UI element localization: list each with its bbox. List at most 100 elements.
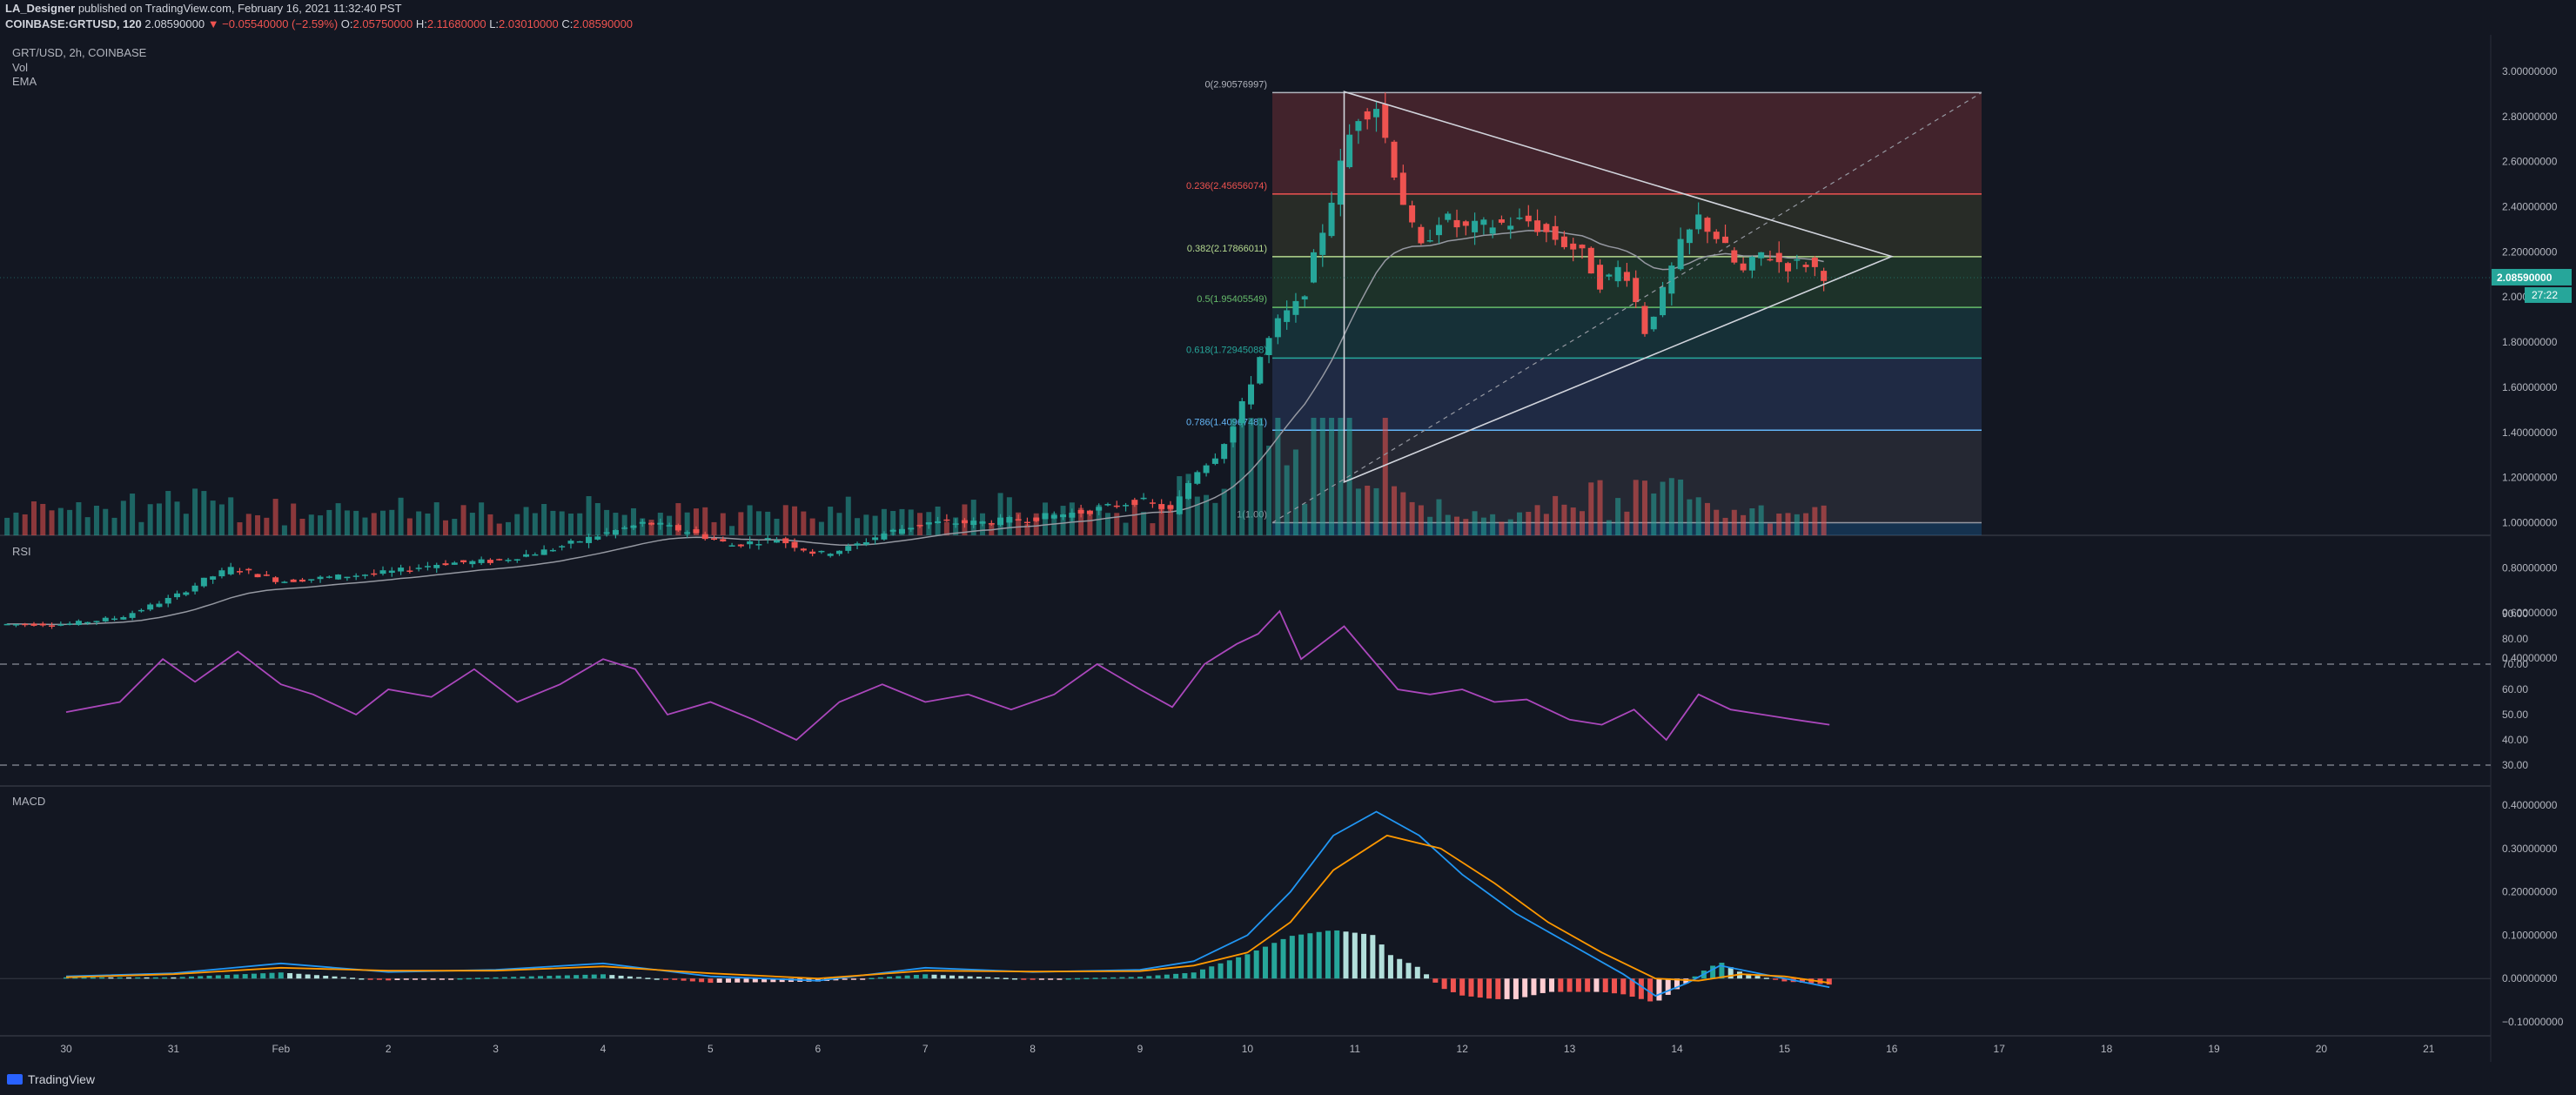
macd-histogram-bar	[117, 977, 123, 979]
rsi-tick-label: 40.00	[2502, 734, 2528, 746]
macd-histogram-bar	[1602, 978, 1608, 993]
macd-histogram-bar	[1253, 950, 1259, 979]
candle-body	[1426, 240, 1433, 242]
volume-bar	[989, 522, 995, 535]
volume-bar	[245, 514, 252, 535]
macd-histogram-bar	[1173, 973, 1179, 979]
candle-body	[1104, 504, 1111, 506]
volume-bar	[1141, 512, 1147, 535]
volume-bar	[1624, 511, 1630, 535]
time-tick-label: 7	[922, 1043, 929, 1055]
macd-histogram-bar	[332, 976, 338, 979]
macd-histogram-bar	[609, 975, 615, 979]
price-badge	[2492, 268, 2572, 286]
fib-level-label: 0.382(2.17866011)	[1187, 244, 1267, 254]
macd-histogram-bar	[1048, 978, 1054, 980]
macd-histogram-bar	[1781, 978, 1788, 982]
macd-tick-label: −0.10000000	[2502, 1016, 2564, 1028]
candle-body	[227, 567, 234, 574]
volume-bar	[1499, 521, 1505, 535]
candle-body	[1301, 296, 1308, 300]
macd-histogram-bar	[1226, 960, 1232, 979]
macd-histogram-bar	[520, 976, 526, 979]
volume-bar	[532, 513, 538, 535]
macd-histogram-bar	[761, 978, 768, 983]
volume-bar	[1633, 480, 1639, 535]
macd-histogram-bar	[90, 977, 96, 979]
open-value: 2.05750000	[352, 17, 413, 30]
author-name[interactable]: LA_Designer	[5, 2, 76, 15]
fib-level-label: 0.5(1.95405549)	[1197, 294, 1267, 305]
macd-histogram-bar	[413, 978, 419, 980]
macd-histogram-bar	[1468, 978, 1474, 997]
candle-body	[1785, 263, 1792, 272]
macd-histogram-bar	[1083, 977, 1090, 980]
macd-histogram-bar	[636, 977, 642, 979]
candle-body	[1811, 258, 1818, 267]
time-tick-label: 2	[386, 1043, 392, 1055]
candle-body	[586, 536, 593, 543]
rsi-tick-label: 70.00	[2502, 658, 2528, 670]
candle-body	[218, 570, 225, 577]
candle-body	[1310, 252, 1317, 283]
volume-bar	[1212, 502, 1218, 535]
volume-bar	[1033, 513, 1039, 535]
macd-histogram-bar	[672, 978, 678, 980]
volume-bar	[1472, 511, 1478, 535]
volume-bar	[1114, 513, 1120, 535]
close-label: C:	[561, 17, 574, 30]
macd-histogram-bar	[1003, 977, 1009, 980]
candle-body	[1650, 316, 1657, 330]
candle-body	[701, 534, 708, 540]
candle-body	[433, 564, 440, 568]
volume-bar	[1507, 519, 1513, 535]
volume-bar	[1526, 512, 1532, 535]
candle-body	[1158, 504, 1165, 509]
volume-bar	[406, 518, 413, 535]
symmetrical-triangle	[1343, 91, 1895, 483]
macd-histogram-bar	[1540, 978, 1546, 993]
macd-histogram-bar	[448, 978, 454, 980]
countdown-value: 27:22	[2532, 289, 2558, 301]
macd-histogram-bar	[689, 978, 695, 982]
macd-histogram-bar	[1379, 944, 1385, 979]
macd-histogram-bar	[591, 974, 597, 979]
candle-body	[1767, 259, 1774, 261]
volume-bar	[818, 521, 824, 535]
macd-histogram-bar	[1612, 978, 1618, 994]
candle-body	[1516, 217, 1523, 219]
macd-histogram-bar	[699, 978, 705, 983]
candle-body	[1050, 514, 1057, 519]
candle-body	[1077, 509, 1084, 514]
macd-histogram-bar	[716, 978, 722, 983]
macd-tick-label: 0.30000000	[2502, 843, 2558, 855]
candle-body	[308, 579, 315, 581]
candle-body	[1507, 225, 1514, 230]
volume-bar	[1329, 418, 1335, 535]
macd-histogram-bar	[1218, 963, 1224, 979]
candle-body	[1319, 232, 1326, 255]
volume-bar	[272, 499, 278, 535]
macd-histogram-bar	[1155, 975, 1161, 979]
candle-body	[513, 559, 520, 561]
volume-bar	[801, 511, 807, 535]
candle-body	[183, 592, 190, 595]
time-tick-label: 19	[2208, 1043, 2220, 1055]
macd-histogram-bar	[475, 977, 481, 979]
volume-bar	[469, 513, 475, 535]
volume-bar	[863, 514, 869, 535]
candle-body	[1623, 272, 1630, 281]
macd-histogram-bar	[430, 978, 436, 980]
macd-histogram-bar	[1710, 965, 1716, 979]
candle-body	[1722, 236, 1729, 244]
volume-bar	[1749, 507, 1755, 535]
tradingview-logo[interactable]: TradingView	[7, 1072, 95, 1086]
macd-histogram-bar	[439, 978, 445, 980]
macd-histogram-bar	[260, 973, 266, 979]
candle-body	[281, 581, 288, 583]
macd-histogram-bar	[233, 974, 239, 979]
volume-bar	[586, 496, 592, 535]
macd-histogram-bar	[1030, 978, 1036, 980]
pane-label-symbol: GRT/USD, 2h, COINBASE	[12, 46, 147, 59]
